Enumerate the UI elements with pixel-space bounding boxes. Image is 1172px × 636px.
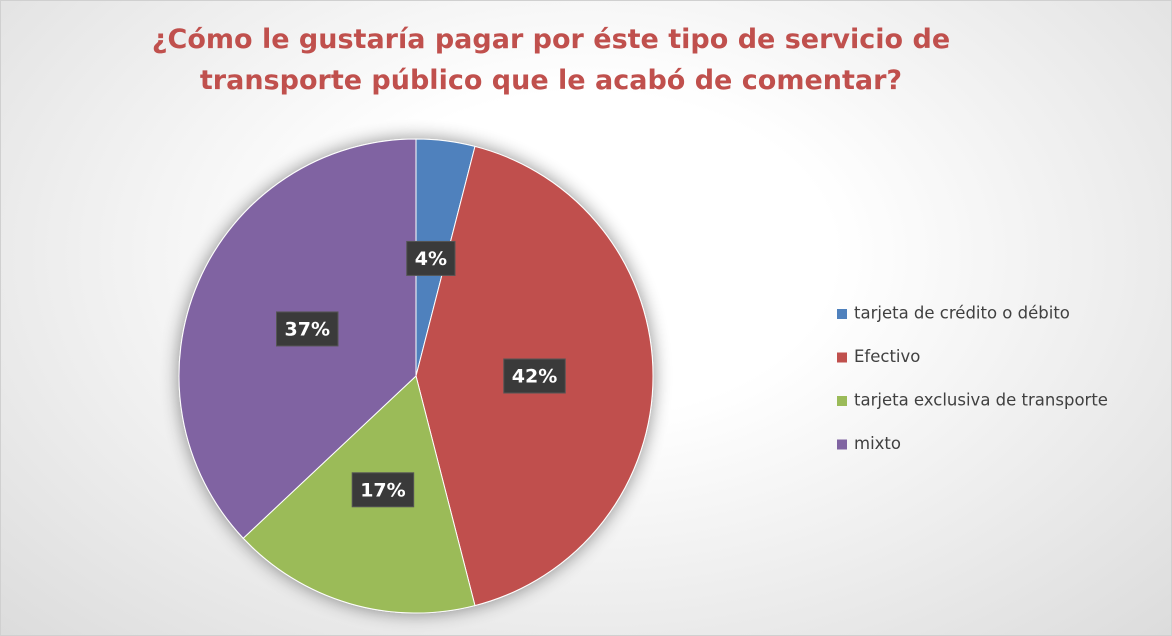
data-label: 37% bbox=[276, 311, 339, 347]
data-label-text: 37% bbox=[285, 318, 330, 340]
legend-swatch bbox=[837, 396, 847, 406]
data-label-box bbox=[276, 311, 339, 347]
data-label-box bbox=[406, 240, 456, 276]
data-label-box bbox=[351, 472, 415, 508]
legend-label: mixto bbox=[854, 434, 901, 453]
data-label-box bbox=[503, 358, 566, 394]
legend-label: tarjeta exclusiva de transporte bbox=[854, 391, 1108, 410]
legend-swatch bbox=[837, 309, 847, 319]
data-label-text: 17% bbox=[360, 479, 405, 501]
legend-swatch bbox=[837, 439, 847, 450]
data-label: 42% bbox=[503, 358, 566, 394]
data-label: 17% bbox=[351, 472, 415, 508]
chart-title: ¿Cómo le gustaría pagar por éste tipo de… bbox=[151, 24, 951, 96]
data-label: 4% bbox=[406, 240, 456, 276]
pie bbox=[178, 138, 654, 614]
legend-label: tarjeta de crédito o débito bbox=[854, 304, 1070, 323]
data-label-text: 4% bbox=[415, 248, 447, 270]
data-label-text: 42% bbox=[512, 366, 557, 388]
legend-label: Efectivo bbox=[854, 347, 920, 366]
legend-swatch bbox=[837, 352, 847, 363]
